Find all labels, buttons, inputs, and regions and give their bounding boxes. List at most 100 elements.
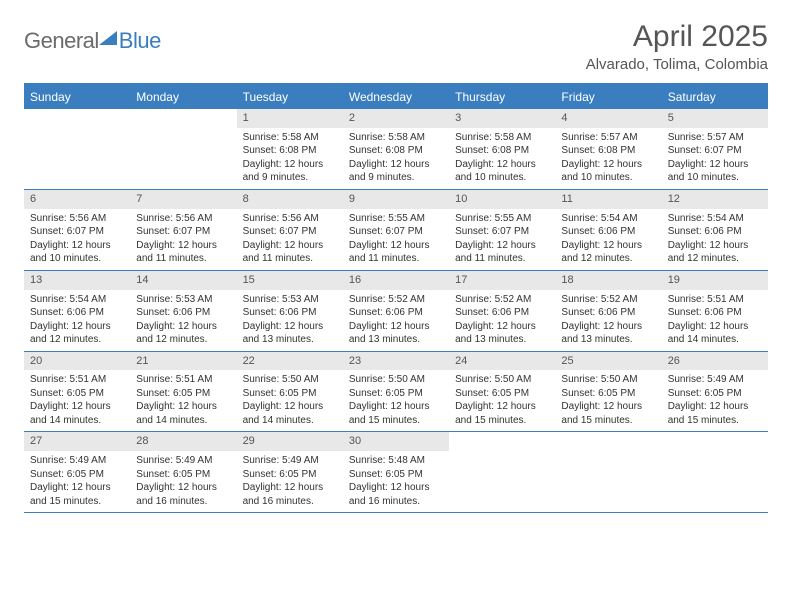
day-line: Daylight: 12 hours (243, 481, 337, 495)
day-cell: 5Sunrise: 5:57 AMSunset: 6:07 PMDaylight… (662, 109, 768, 189)
day-line: Sunset: 6:06 PM (561, 306, 655, 320)
day-body: Sunrise: 5:50 AMSunset: 6:05 PMDaylight:… (343, 370, 449, 431)
day-body: Sunrise: 5:51 AMSunset: 6:05 PMDaylight:… (24, 370, 130, 431)
day-body: Sunrise: 5:50 AMSunset: 6:05 PMDaylight:… (555, 370, 661, 431)
day-body: Sunrise: 5:54 AMSunset: 6:06 PMDaylight:… (24, 290, 130, 351)
day-line: Daylight: 12 hours (668, 400, 762, 414)
day-line: Sunset: 6:05 PM (136, 468, 230, 482)
day-line: Daylight: 12 hours (668, 239, 762, 253)
day-cell: 24Sunrise: 5:50 AMSunset: 6:05 PMDayligh… (449, 352, 555, 432)
day-line: and 13 minutes. (243, 333, 337, 347)
day-line: Daylight: 12 hours (30, 400, 124, 414)
location-text: Alvarado, Tolima, Colombia (586, 56, 768, 73)
day-line: Daylight: 12 hours (561, 320, 655, 334)
day-line: Sunrise: 5:49 AM (243, 454, 337, 468)
weeks-container: 1Sunrise: 5:58 AMSunset: 6:08 PMDaylight… (24, 109, 768, 513)
day-line: Daylight: 12 hours (349, 400, 443, 414)
day-cell: 3Sunrise: 5:58 AMSunset: 6:08 PMDaylight… (449, 109, 555, 189)
day-line: Sunset: 6:05 PM (30, 387, 124, 401)
day-line: Daylight: 12 hours (561, 400, 655, 414)
day-body: Sunrise: 5:48 AMSunset: 6:05 PMDaylight:… (343, 451, 449, 512)
weekday-header-cell: Wednesday (343, 85, 449, 109)
day-body: Sunrise: 5:58 AMSunset: 6:08 PMDaylight:… (237, 128, 343, 189)
day-number: 14 (130, 271, 236, 290)
day-line: Sunrise: 5:54 AM (668, 212, 762, 226)
day-line: and 14 minutes. (136, 414, 230, 428)
week-row: 1Sunrise: 5:58 AMSunset: 6:08 PMDaylight… (24, 109, 768, 190)
day-line: and 14 minutes. (668, 333, 762, 347)
day-line: and 16 minutes. (243, 495, 337, 509)
day-cell-empty (662, 432, 768, 512)
day-body: Sunrise: 5:49 AMSunset: 6:05 PMDaylight:… (237, 451, 343, 512)
day-line: Sunset: 6:05 PM (561, 387, 655, 401)
day-cell: 30Sunrise: 5:48 AMSunset: 6:05 PMDayligh… (343, 432, 449, 512)
day-cell-empty (24, 109, 130, 189)
day-line: and 12 minutes. (561, 252, 655, 266)
day-line: Daylight: 12 hours (243, 320, 337, 334)
day-number: 17 (449, 271, 555, 290)
day-line: Sunrise: 5:49 AM (30, 454, 124, 468)
day-cell: 12Sunrise: 5:54 AMSunset: 6:06 PMDayligh… (662, 190, 768, 270)
week-row: 27Sunrise: 5:49 AMSunset: 6:05 PMDayligh… (24, 432, 768, 513)
day-number: 25 (555, 352, 661, 371)
day-body: Sunrise: 5:50 AMSunset: 6:05 PMDaylight:… (237, 370, 343, 431)
day-body: Sunrise: 5:52 AMSunset: 6:06 PMDaylight:… (555, 290, 661, 351)
header: General Blue April 2025 Alvarado, Tolima… (24, 20, 768, 73)
day-number: 1 (237, 109, 343, 128)
day-line: Sunrise: 5:51 AM (136, 373, 230, 387)
day-line: Sunrise: 5:55 AM (349, 212, 443, 226)
day-line: Sunset: 6:05 PM (349, 468, 443, 482)
day-number: 11 (555, 190, 661, 209)
day-line: Sunrise: 5:57 AM (561, 131, 655, 145)
month-title: April 2025 (586, 20, 768, 54)
day-line: and 12 minutes. (30, 333, 124, 347)
day-cell: 27Sunrise: 5:49 AMSunset: 6:05 PMDayligh… (24, 432, 130, 512)
day-line: Daylight: 12 hours (561, 239, 655, 253)
weekday-header-cell: Monday (130, 85, 236, 109)
day-number: 9 (343, 190, 449, 209)
day-line: Sunrise: 5:52 AM (561, 293, 655, 307)
day-line: Sunrise: 5:58 AM (243, 131, 337, 145)
day-number: 27 (24, 432, 130, 451)
day-line: and 10 minutes. (30, 252, 124, 266)
day-line: and 11 minutes. (243, 252, 337, 266)
day-line: and 14 minutes. (30, 414, 124, 428)
day-line: Sunset: 6:07 PM (30, 225, 124, 239)
day-line: and 11 minutes. (136, 252, 230, 266)
day-line: Daylight: 12 hours (136, 481, 230, 495)
day-body: Sunrise: 5:57 AMSunset: 6:07 PMDaylight:… (662, 128, 768, 189)
day-number: 10 (449, 190, 555, 209)
day-line: and 16 minutes. (136, 495, 230, 509)
day-cell-empty (555, 432, 661, 512)
day-line: and 9 minutes. (243, 171, 337, 185)
day-line: Sunrise: 5:50 AM (455, 373, 549, 387)
day-cell: 20Sunrise: 5:51 AMSunset: 6:05 PMDayligh… (24, 352, 130, 432)
day-line: Sunset: 6:06 PM (30, 306, 124, 320)
day-line: Sunrise: 5:49 AM (668, 373, 762, 387)
day-cell: 22Sunrise: 5:50 AMSunset: 6:05 PMDayligh… (237, 352, 343, 432)
day-line: Sunset: 6:07 PM (668, 144, 762, 158)
day-line: Sunset: 6:06 PM (349, 306, 443, 320)
day-line: Daylight: 12 hours (349, 158, 443, 172)
day-cell-empty (449, 432, 555, 512)
day-line: and 11 minutes. (349, 252, 443, 266)
day-line: Sunrise: 5:51 AM (30, 373, 124, 387)
day-cell: 17Sunrise: 5:52 AMSunset: 6:06 PMDayligh… (449, 271, 555, 351)
logo-triangle-icon (99, 31, 117, 45)
logo-text-general: General (24, 28, 99, 54)
day-line: and 10 minutes. (455, 171, 549, 185)
day-number: 3 (449, 109, 555, 128)
day-number: 24 (449, 352, 555, 371)
day-cell: 21Sunrise: 5:51 AMSunset: 6:05 PMDayligh… (130, 352, 236, 432)
day-line: Daylight: 12 hours (30, 481, 124, 495)
weekday-header-cell: Sunday (24, 85, 130, 109)
day-number: 13 (24, 271, 130, 290)
day-line: Sunrise: 5:50 AM (349, 373, 443, 387)
day-line: and 14 minutes. (243, 414, 337, 428)
day-body: Sunrise: 5:49 AMSunset: 6:05 PMDaylight:… (24, 451, 130, 512)
week-row: 6Sunrise: 5:56 AMSunset: 6:07 PMDaylight… (24, 190, 768, 271)
day-line: and 13 minutes. (561, 333, 655, 347)
day-line: Sunrise: 5:48 AM (349, 454, 443, 468)
day-line: Daylight: 12 hours (30, 239, 124, 253)
day-line: Sunrise: 5:55 AM (455, 212, 549, 226)
